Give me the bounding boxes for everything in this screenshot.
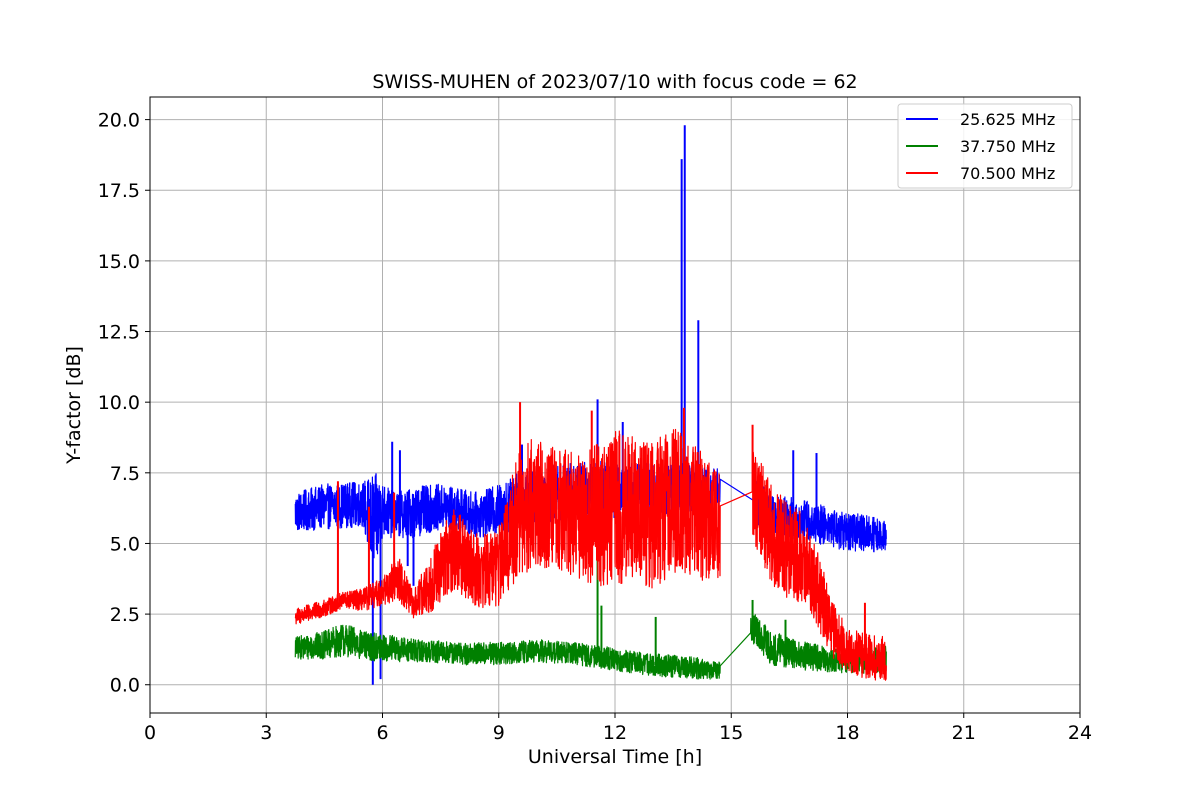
y-tick-label: 10.0 [98, 392, 140, 414]
legend-label: 37.750 MHz [960, 137, 1055, 156]
legend-label: 25.625 MHz [960, 110, 1055, 129]
legend-box [897, 103, 1073, 189]
legend-label: 70.500 MHz [960, 164, 1055, 183]
x-tick-label: 3 [260, 722, 272, 744]
x-tick-label: 9 [493, 722, 505, 744]
x-tick-label: 24 [1068, 722, 1092, 744]
y-tick-label: 0.0 [110, 675, 140, 697]
x-axis-label: Universal Time [h] [528, 746, 702, 768]
y-axis-label: Y-factor [dB] [63, 346, 85, 465]
y-tick-label: 5.0 [110, 533, 140, 555]
series-line [294, 428, 887, 681]
x-tick-label: 18 [835, 722, 859, 744]
x-tick-label: 12 [603, 722, 627, 744]
y-tick-label: 2.5 [110, 604, 140, 626]
x-tick-label: 6 [376, 722, 388, 744]
series-line [294, 614, 887, 680]
y-tick-label: 12.5 [98, 322, 140, 344]
series-1 [294, 529, 887, 680]
chart-title: SWISS-MUHEN of 2023/07/10 with focus cod… [372, 71, 857, 93]
y-tick-label: 20.0 [98, 110, 140, 132]
legend: 25.625 MHz 37.750 MHz 70.500 MHz [897, 103, 1073, 189]
y-tick-label: 15.0 [98, 251, 140, 273]
series-2 [294, 402, 887, 681]
y-tick-label: 7.5 [110, 463, 140, 485]
x-tick-label: 21 [952, 722, 976, 744]
y-tick-label: 17.5 [98, 180, 140, 202]
x-tick-label: 0 [144, 722, 156, 744]
series-layer [294, 125, 887, 685]
x-tick-label: 15 [719, 722, 743, 744]
ticks: 0 3 6 9 12 15 18 21 24 0.0 2.5 5.0 7.5 10.0 12.5 15.0 17… [98, 110, 1092, 744]
